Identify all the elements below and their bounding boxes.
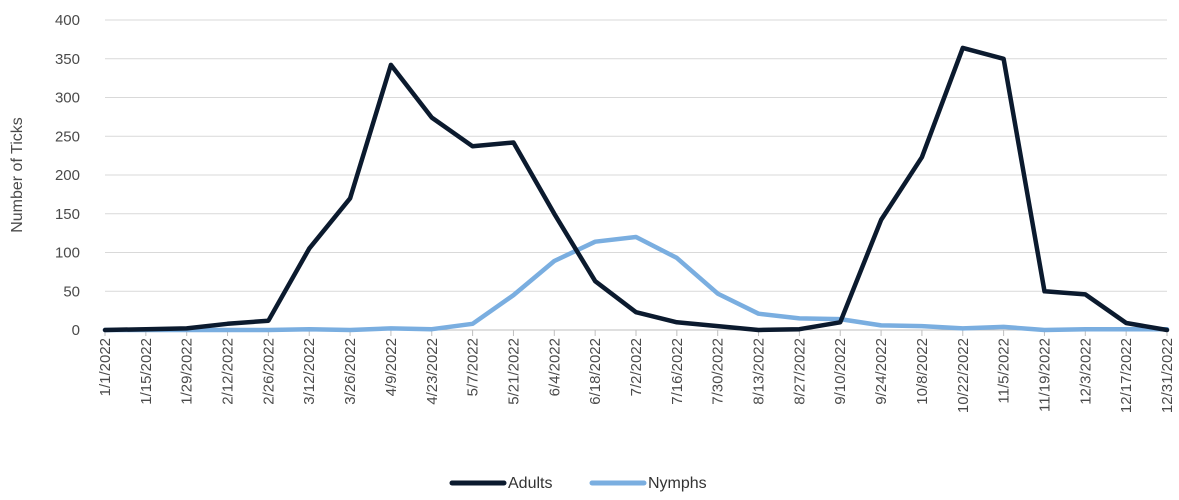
x-tick-label: 6/18/2022 (587, 338, 604, 405)
x-tick-label: 9/24/2022 (873, 338, 890, 405)
x-tick-label: 12/17/2022 (1118, 338, 1135, 413)
x-tick-label: 8/13/2022 (751, 338, 768, 405)
x-tick-label: 7/30/2022 (710, 338, 727, 405)
x-tick-label: 6/4/2022 (546, 338, 563, 396)
x-tick-label: 3/26/2022 (342, 338, 359, 405)
x-tick-label: 10/22/2022 (955, 338, 972, 413)
legend-label: Nymphs (648, 475, 707, 492)
x-tick-label: 8/27/2022 (791, 338, 808, 405)
x-tick-label: 10/8/2022 (914, 338, 931, 405)
x-tick-label: 4/23/2022 (424, 338, 441, 405)
x-tick-label: 12/3/2022 (1077, 338, 1094, 405)
legend-label: Adults (508, 475, 552, 492)
series-nymphs (102, 234, 1170, 333)
series-line-nymphs (102, 234, 1170, 333)
y-tick-label: 50 (63, 283, 80, 300)
x-tick-label: 1/29/2022 (179, 338, 196, 405)
legend-item-nymphs: Nymphs (589, 475, 707, 492)
series-line-adults (102, 45, 1170, 333)
x-tick-label: 5/7/2022 (465, 338, 482, 396)
x-tick-label: 1/15/2022 (138, 338, 155, 405)
y-tick-label: 250 (55, 128, 80, 145)
y-tick-label: 200 (55, 167, 80, 184)
x-tick-label: 4/9/2022 (383, 338, 400, 396)
y-tick-label: 300 (55, 90, 80, 107)
x-tick-label: 3/12/2022 (301, 338, 318, 405)
y-tick-label: 150 (55, 206, 80, 223)
y-tick-label: 0 (72, 322, 80, 339)
x-tick-label: 5/21/2022 (505, 338, 522, 405)
x-tick-label: 1/1/2022 (97, 338, 114, 396)
x-tick-label: 9/10/2022 (832, 338, 849, 405)
y-tick-label: 100 (55, 245, 80, 262)
x-tick-label: 2/26/2022 (260, 338, 277, 405)
x-tick-label: 11/5/2022 (996, 338, 1013, 404)
x-tick-label: 7/2/2022 (628, 338, 645, 396)
x-tick-label: 11/19/2022 (1036, 338, 1053, 412)
y-axis-label: Number of Ticks (9, 117, 26, 233)
series-adults (102, 45, 1170, 333)
x-tick-label: 2/12/2022 (220, 338, 237, 405)
gridlines (105, 19, 1167, 292)
y-tick-label: 350 (55, 51, 80, 68)
y-axis-ticks: 0 50 100 150 200 250 300 350 400 (55, 12, 80, 339)
x-tick-label: 7/16/2022 (669, 338, 686, 405)
legend-item-adults: Adults (449, 475, 552, 492)
x-axis-ticks: 1/1/2022 1/15/2022 1/29/2022 2/12/2022 2/26/… (97, 330, 1176, 413)
legend: Adults Nymphs (449, 475, 707, 492)
y-tick-label: 400 (55, 12, 80, 29)
x-tick-label: 12/31/2022 (1159, 338, 1176, 413)
